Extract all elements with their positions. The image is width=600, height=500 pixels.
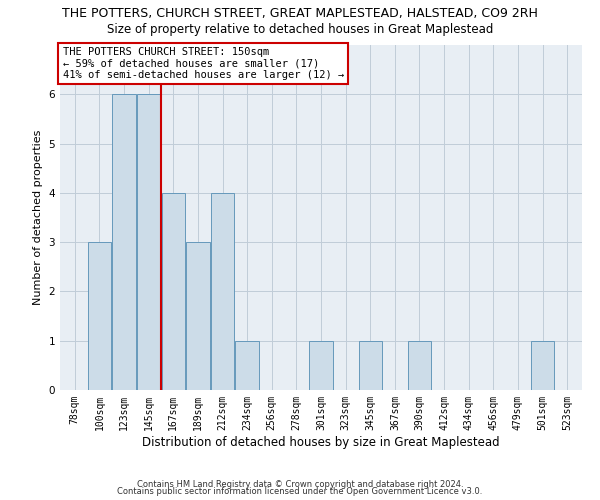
Bar xyxy=(310,340,332,390)
Bar xyxy=(408,340,431,390)
Text: THE POTTERS, CHURCH STREET, GREAT MAPLESTEAD, HALSTEAD, CO9 2RH: THE POTTERS, CHURCH STREET, GREAT MAPLES… xyxy=(62,8,538,20)
Bar xyxy=(112,94,136,390)
X-axis label: Distribution of detached houses by size in Great Maplestead: Distribution of detached houses by size … xyxy=(142,436,500,448)
Bar xyxy=(531,340,554,390)
Bar xyxy=(88,242,111,390)
Text: Size of property relative to detached houses in Great Maplestead: Size of property relative to detached ho… xyxy=(107,22,493,36)
Bar xyxy=(161,193,185,390)
Text: Contains HM Land Registry data © Crown copyright and database right 2024.: Contains HM Land Registry data © Crown c… xyxy=(137,480,463,489)
Bar xyxy=(235,340,259,390)
Text: Contains public sector information licensed under the Open Government Licence v3: Contains public sector information licen… xyxy=(118,488,482,496)
Y-axis label: Number of detached properties: Number of detached properties xyxy=(33,130,43,305)
Text: THE POTTERS CHURCH STREET: 150sqm
← 59% of detached houses are smaller (17)
41% : THE POTTERS CHURCH STREET: 150sqm ← 59% … xyxy=(62,46,344,80)
Bar xyxy=(186,242,209,390)
Bar xyxy=(211,193,234,390)
Bar xyxy=(359,340,382,390)
Bar xyxy=(137,94,160,390)
